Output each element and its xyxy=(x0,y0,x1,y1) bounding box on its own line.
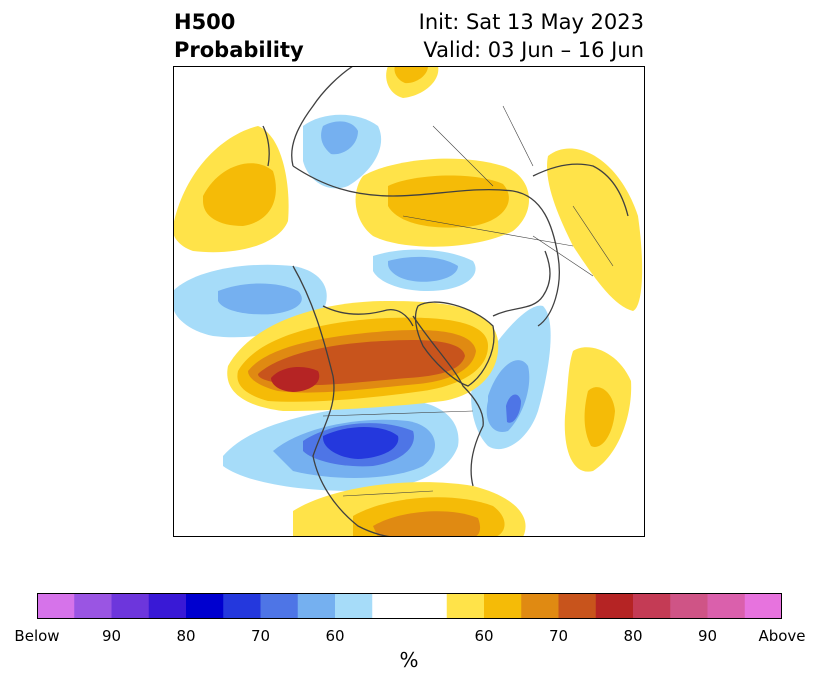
coast-north-america-west xyxy=(292,265,394,537)
colorbar-segment xyxy=(521,593,559,619)
border-europe-b xyxy=(572,205,614,267)
colorbar-segment xyxy=(74,593,112,619)
above-region-arctic-core xyxy=(388,175,509,228)
init-date: Init: Sat 13 May 2023 xyxy=(418,10,644,34)
colorbar-tick-label: 90 xyxy=(101,627,122,645)
colorbar-tick-label: Below xyxy=(14,627,60,645)
border-canada-us xyxy=(322,410,474,417)
above-region-arctic-pacific-core xyxy=(203,163,276,226)
colorbar-segment xyxy=(670,593,708,619)
colorbar-segment xyxy=(223,593,261,619)
colorbar xyxy=(37,593,782,619)
below-region-north-america-core xyxy=(323,427,399,459)
colorbar-segment xyxy=(409,593,448,619)
colorbar-segment xyxy=(335,593,373,619)
map-title: H500 Probability xyxy=(174,8,304,64)
colorbar-tick-label: Above xyxy=(758,627,806,645)
above-normal-regions xyxy=(173,66,643,537)
below-region-bering-core xyxy=(388,256,458,282)
colorbar-segment xyxy=(446,593,485,619)
title-line-2: Probability xyxy=(174,38,304,62)
colorbar-segment xyxy=(595,593,634,619)
below-region-atlantic-mid xyxy=(486,360,530,432)
colorbar-tick-label: 70 xyxy=(250,627,271,645)
colorbar-segment xyxy=(148,593,187,619)
border-europe-a xyxy=(532,235,594,277)
colorbar-tick-label: 60 xyxy=(325,627,345,645)
colorbar-border xyxy=(37,593,782,619)
probability-map xyxy=(173,66,645,537)
coastlines xyxy=(262,66,629,537)
colorbar-segment xyxy=(558,593,597,619)
above-region-europe xyxy=(547,148,643,311)
colorbar-tick-label: 80 xyxy=(176,627,196,645)
colorbar-segment xyxy=(111,593,150,619)
colorbar-tick-label: 70 xyxy=(548,627,569,645)
valid-range: Valid: 03 Jun – 16 Jun xyxy=(423,38,644,62)
above-region-pole-core xyxy=(394,66,428,84)
colorbar-unit-label: % xyxy=(399,648,419,672)
coast-north-america-east xyxy=(412,315,484,487)
colorbar-tick-label: 80 xyxy=(623,627,643,645)
coast-asia-east xyxy=(291,66,354,167)
title-line-1: H500 xyxy=(174,10,236,34)
colorbar-segment xyxy=(707,593,746,619)
coast-scandinavia xyxy=(532,163,629,217)
coast-japan xyxy=(262,125,270,167)
colorbar-segment xyxy=(744,593,782,619)
below-region-siberia-core xyxy=(321,121,358,155)
border-asia-a xyxy=(432,125,494,187)
colorbar-segment xyxy=(37,593,75,619)
colorbar-segment xyxy=(186,593,224,619)
below-region-west-pacific-core xyxy=(218,283,302,315)
coast-alaska xyxy=(322,305,414,327)
borders xyxy=(322,105,614,497)
above-region-alaska-core xyxy=(271,366,320,392)
colorbar-tick-label: 90 xyxy=(697,627,718,645)
colorbar-segment xyxy=(633,593,671,619)
coast-greenland xyxy=(414,301,495,387)
map-border xyxy=(173,66,645,537)
map-subtitle: Init: Sat 13 May 2023 Valid: 03 Jun – 16… xyxy=(419,8,644,64)
border-asia-b xyxy=(502,105,534,167)
coast-europe xyxy=(492,250,551,317)
above-region-east-atlantic-core xyxy=(584,387,615,447)
colorbar-segment xyxy=(297,593,336,619)
below-normal-regions xyxy=(173,114,551,491)
border-russia xyxy=(402,215,574,247)
border-mexico xyxy=(342,490,434,497)
colorbar-tick-label: 60 xyxy=(474,627,494,645)
colorbar-segment xyxy=(484,593,522,619)
below-region-atlantic-core xyxy=(506,394,521,423)
colorbar-segment xyxy=(260,593,299,619)
coast-eurasia-north xyxy=(292,165,560,327)
above-region-gulf-strong xyxy=(373,511,481,537)
colorbar-segment xyxy=(372,593,410,619)
